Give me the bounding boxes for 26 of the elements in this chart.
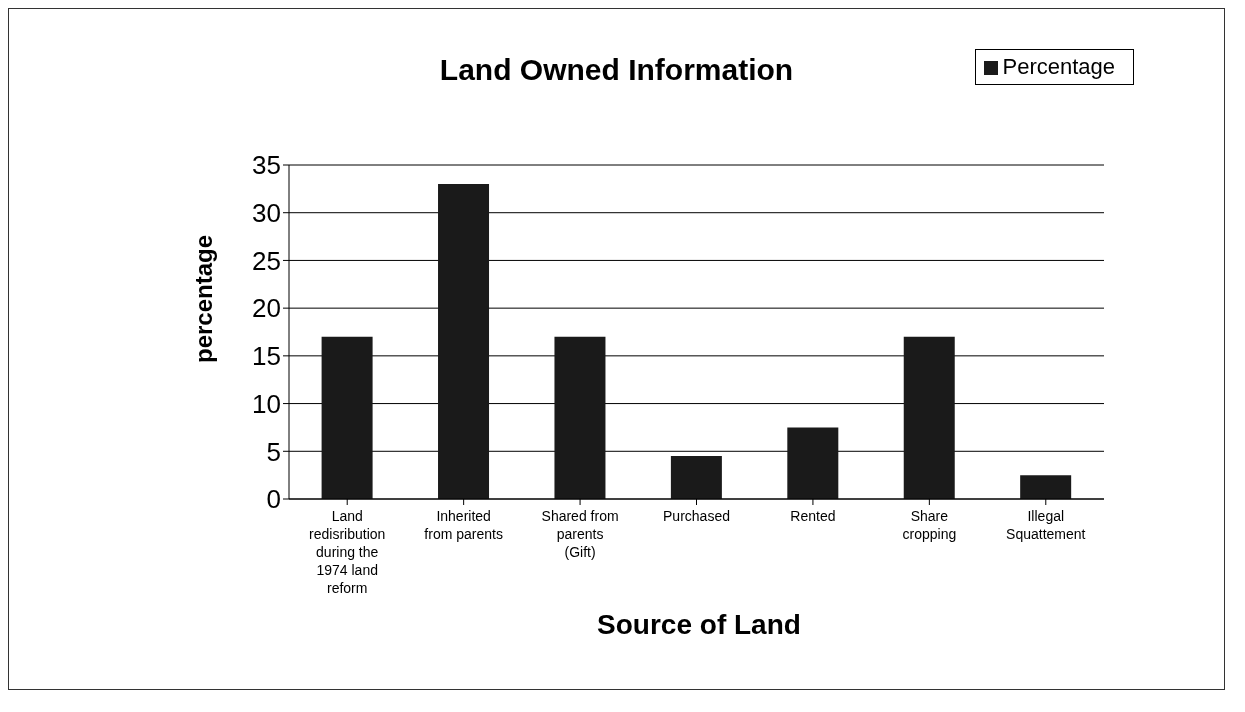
x-tick-label: Land redisribution during the 1974 land reform <box>309 508 386 596</box>
bar <box>554 336 606 499</box>
x-tick-label: Share cropping <box>902 508 957 542</box>
x-tick-label: Shared from parents (Gift) <box>541 508 619 560</box>
x-tick-label: Rented <box>790 508 836 524</box>
bar <box>1020 475 1072 499</box>
bar <box>321 336 373 499</box>
x-axis-title: Source of Land <box>596 609 802 641</box>
legend-label: Percentage <box>1002 54 1115 79</box>
bar <box>903 336 955 499</box>
y-tick-label: 10 <box>252 388 281 419</box>
y-tick-label: 25 <box>252 245 281 276</box>
y-tick-label: 30 <box>252 197 281 228</box>
y-tick-label: 35 <box>252 150 281 181</box>
y-tick-label: 0 <box>266 484 281 515</box>
y-tick-label: 5 <box>266 436 281 467</box>
y-axis-title: percentage <box>190 234 218 364</box>
bar <box>787 427 839 499</box>
y-tick-label: 15 <box>252 341 281 372</box>
x-tick-label: Illegal Squattement <box>1006 508 1086 542</box>
chart-title: Land Owned Information <box>439 53 794 86</box>
x-tick-label: Inherited from parents <box>424 508 503 542</box>
y-tick-label: 20 <box>252 293 281 324</box>
bar <box>670 456 722 499</box>
bar <box>438 184 490 499</box>
x-tick-label: Purchased <box>663 508 730 524</box>
